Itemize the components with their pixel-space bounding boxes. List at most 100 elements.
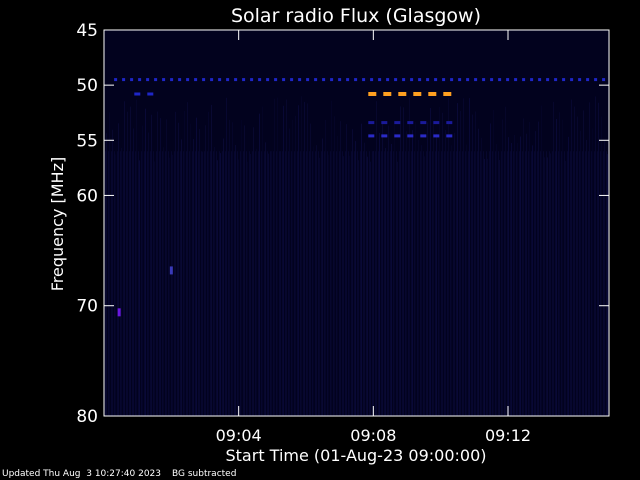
- interference-band-segment: [554, 78, 558, 82]
- interference-band-segment: [402, 78, 406, 82]
- plot-streak: [541, 105, 542, 416]
- plot-streak: [478, 128, 479, 416]
- interference-band-segment: [514, 78, 518, 82]
- interference-band-segment: [420, 121, 427, 125]
- plot-streak: [118, 123, 119, 416]
- plot-streak: [562, 119, 563, 416]
- x-axis-label: Start Time (01-Aug-23 09:00:00): [226, 446, 487, 465]
- interference-band-segment: [250, 78, 254, 82]
- plot-streak: [334, 116, 335, 416]
- interference-band-segment: [134, 92, 141, 96]
- plot-streak: [307, 103, 308, 417]
- interference-band-segment: [274, 78, 278, 82]
- plot-streak: [235, 144, 236, 416]
- plot-streak: [388, 125, 389, 417]
- plot-streak: [604, 140, 605, 416]
- plot-streak: [280, 151, 281, 417]
- plot-streak: [361, 123, 362, 416]
- plot-streak: [532, 145, 533, 417]
- footer-bg-subtracted-note: BG subtracted: [172, 469, 237, 479]
- plot-streak: [577, 116, 578, 416]
- y-tick-label: 55: [76, 131, 98, 151]
- plot-streak: [565, 160, 566, 416]
- interference-band-segment: [602, 78, 606, 82]
- plot-streak: [211, 104, 212, 416]
- plot-streak: [403, 107, 404, 417]
- interference-band-segment: [146, 78, 150, 82]
- plot-streak: [121, 147, 122, 416]
- plot-streak: [172, 154, 173, 416]
- interference-band-segment: [398, 92, 407, 96]
- y-axis-label: Frequency [MHz]: [48, 157, 67, 291]
- plot-streak: [229, 119, 230, 417]
- interference-band-segment: [202, 78, 206, 82]
- plot-streak: [124, 101, 125, 416]
- plot-streak: [469, 98, 470, 417]
- plot-streak: [430, 107, 431, 417]
- interference-band-segment: [210, 78, 214, 82]
- plot-streak: [514, 134, 515, 416]
- interference-band-segment: [218, 78, 222, 82]
- plot-streak: [601, 116, 602, 416]
- interference-band-segment: [446, 134, 453, 138]
- plot-streak: [409, 97, 410, 416]
- plot-streak: [517, 143, 518, 417]
- plot-streak: [283, 105, 284, 416]
- interference-band-segment: [338, 78, 342, 82]
- plot-streak: [451, 145, 452, 416]
- plot-streak: [163, 147, 164, 416]
- plot-streak: [457, 103, 458, 417]
- plot-streak: [439, 106, 440, 417]
- plot-streak: [412, 130, 413, 417]
- x-tick-label: 09:12: [485, 426, 531, 445]
- plot-streak: [535, 131, 536, 416]
- interference-band-segment: [147, 92, 154, 96]
- plot-streak: [394, 120, 395, 416]
- plot-streak: [487, 158, 488, 416]
- plot-streak: [589, 102, 590, 417]
- plot-streak: [343, 156, 344, 417]
- plot-streak: [328, 154, 329, 416]
- interference-band-segment: [154, 78, 158, 82]
- interference-band-segment: [562, 78, 566, 82]
- plot-streak: [139, 160, 140, 416]
- interference-band-segment: [578, 78, 582, 82]
- interference-band-segment: [306, 78, 310, 82]
- plot-streak: [586, 139, 587, 417]
- interference-band-segment: [138, 78, 142, 82]
- interference-band-segment: [570, 78, 574, 82]
- plot-streak: [196, 117, 197, 417]
- interference-band-segment: [354, 78, 358, 82]
- interference-band-segment: [394, 78, 398, 82]
- plot-streak: [277, 97, 278, 416]
- interference-band-segment: [194, 78, 198, 82]
- interference-band-segment: [530, 78, 534, 82]
- interference-band-segment: [368, 134, 375, 138]
- plot-streak: [391, 143, 392, 417]
- plot-streak: [424, 156, 425, 416]
- plot-streak: [298, 105, 299, 416]
- plot-streak: [160, 118, 161, 417]
- interference-band-segment: [458, 78, 462, 82]
- plot-streak: [574, 106, 575, 417]
- interference-band-segment: [162, 78, 166, 82]
- interference-band-segment: [282, 78, 286, 82]
- interference-band-segment: [314, 78, 318, 82]
- plot-streak: [484, 158, 485, 416]
- plot-streak: [460, 110, 461, 416]
- interference-band-segment: [434, 78, 438, 82]
- plot-streak: [547, 157, 548, 416]
- plot-streak: [568, 136, 569, 416]
- plot-streak: [418, 139, 419, 416]
- interference-band-segment: [446, 121, 453, 125]
- plot-streak: [292, 119, 293, 416]
- interference-band-segment: [186, 78, 190, 82]
- plot-streak: [151, 114, 152, 416]
- plot-streak: [325, 119, 326, 417]
- plot-streak: [256, 148, 257, 416]
- x-tick-label: 09:08: [350, 426, 396, 445]
- plot-streak: [112, 129, 113, 416]
- plot-streak: [115, 154, 116, 416]
- plot-streak: [202, 151, 203, 416]
- signal-spot: [117, 308, 121, 317]
